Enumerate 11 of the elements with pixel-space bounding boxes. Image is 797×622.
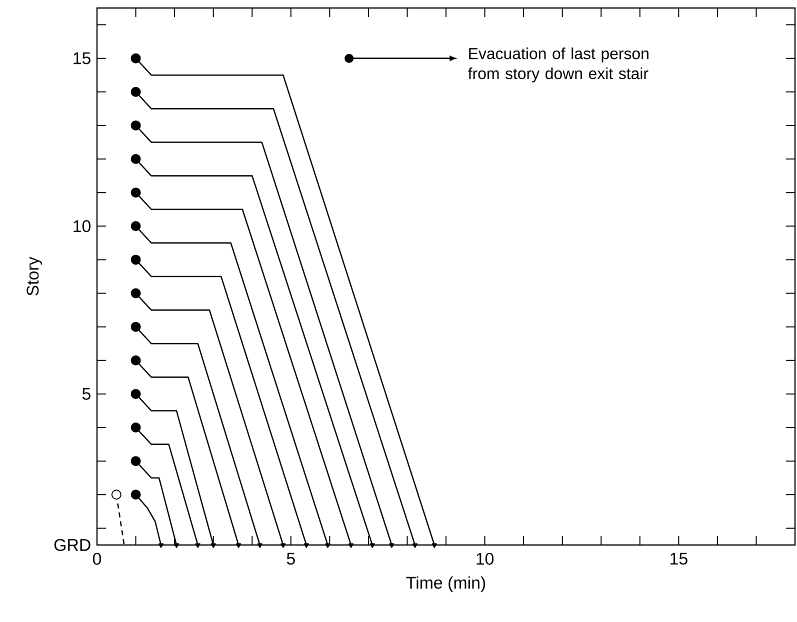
y-tick-label: GRD [54,538,90,551]
x-tick-label: 5 [286,552,295,565]
y-tick-label: 5 [82,388,90,400]
x-tick-label: 15 [670,552,688,565]
x-axis-title: Time (min) [406,576,486,592]
y-tick-label: 10 [74,220,91,232]
annotation: Evacuation of last person from story down exit stair [468,48,648,82]
y-axis-title: Story [26,256,42,296]
y-tick-label: 15 [74,52,90,64]
x-tick-label: 0 [92,552,102,565]
x-tick-label: 10 [476,552,494,565]
